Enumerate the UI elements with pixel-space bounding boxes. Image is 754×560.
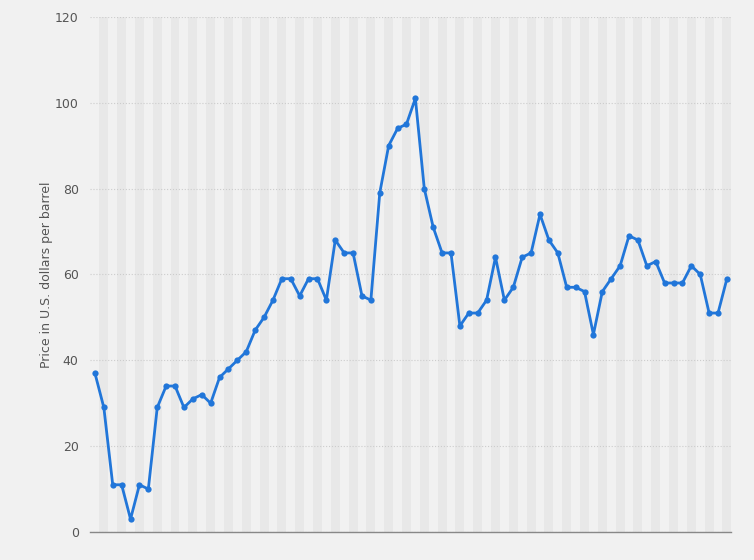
Bar bbox=[572, 17, 580, 532]
Bar bbox=[669, 17, 678, 532]
Bar bbox=[553, 17, 562, 532]
Bar bbox=[215, 17, 224, 532]
Bar bbox=[135, 17, 144, 532]
Bar bbox=[268, 17, 277, 532]
Bar bbox=[526, 17, 535, 532]
Bar bbox=[482, 17, 491, 532]
Bar bbox=[331, 17, 340, 532]
Y-axis label: Price in U.S. dollars per barrel: Price in U.S. dollars per barrel bbox=[40, 181, 53, 368]
Bar bbox=[474, 17, 482, 532]
Bar bbox=[562, 17, 571, 532]
Bar bbox=[518, 17, 526, 532]
Bar bbox=[500, 17, 509, 532]
Bar bbox=[411, 17, 420, 532]
Bar bbox=[206, 17, 215, 532]
Bar bbox=[464, 17, 474, 532]
Bar bbox=[109, 17, 117, 532]
Bar bbox=[366, 17, 375, 532]
Bar bbox=[198, 17, 206, 532]
Bar bbox=[153, 17, 161, 532]
Bar bbox=[607, 17, 616, 532]
Bar bbox=[117, 17, 126, 532]
Bar bbox=[402, 17, 411, 532]
Bar bbox=[277, 17, 287, 532]
Bar bbox=[242, 17, 250, 532]
Bar bbox=[598, 17, 607, 532]
Bar bbox=[348, 17, 357, 532]
Bar bbox=[589, 17, 598, 532]
Bar bbox=[580, 17, 589, 532]
Bar bbox=[642, 17, 651, 532]
Bar bbox=[661, 17, 669, 532]
Bar bbox=[624, 17, 633, 532]
Bar bbox=[535, 17, 544, 532]
Bar bbox=[259, 17, 268, 532]
Bar bbox=[678, 17, 687, 532]
Bar bbox=[722, 17, 731, 532]
Bar bbox=[446, 17, 455, 532]
Bar bbox=[179, 17, 188, 532]
Bar bbox=[509, 17, 518, 532]
Bar bbox=[161, 17, 170, 532]
Bar bbox=[126, 17, 135, 532]
Bar bbox=[144, 17, 153, 532]
Bar bbox=[705, 17, 713, 532]
Bar bbox=[340, 17, 348, 532]
Bar bbox=[170, 17, 179, 532]
Bar bbox=[188, 17, 198, 532]
Bar bbox=[90, 17, 100, 532]
Bar bbox=[287, 17, 296, 532]
Bar bbox=[322, 17, 331, 532]
Bar bbox=[651, 17, 661, 532]
Bar bbox=[304, 17, 313, 532]
Bar bbox=[429, 17, 437, 532]
Bar bbox=[224, 17, 233, 532]
Bar bbox=[437, 17, 446, 532]
Bar bbox=[491, 17, 500, 532]
Bar bbox=[393, 17, 402, 532]
Bar bbox=[455, 17, 464, 532]
Bar bbox=[375, 17, 385, 532]
Bar bbox=[633, 17, 642, 532]
Bar bbox=[357, 17, 366, 532]
Bar bbox=[420, 17, 429, 532]
Bar bbox=[250, 17, 259, 532]
Bar bbox=[100, 17, 109, 532]
Bar bbox=[233, 17, 242, 532]
Bar bbox=[696, 17, 705, 532]
Bar bbox=[687, 17, 696, 532]
Bar bbox=[313, 17, 322, 532]
Bar bbox=[616, 17, 624, 532]
Bar bbox=[544, 17, 553, 532]
Bar bbox=[713, 17, 722, 532]
Bar bbox=[385, 17, 393, 532]
Bar bbox=[296, 17, 304, 532]
